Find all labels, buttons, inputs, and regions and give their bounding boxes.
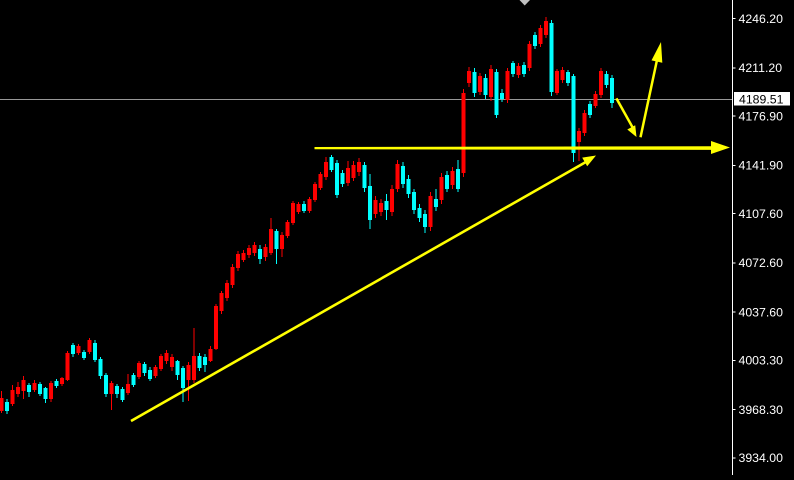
svg-text:3968.30: 3968.30	[739, 403, 784, 417]
svg-text:4003.30: 4003.30	[739, 354, 784, 368]
svg-text:4141.90: 4141.90	[739, 159, 784, 173]
svg-text:4211.20: 4211.20	[739, 61, 783, 75]
svg-text:4189.51: 4189.51	[739, 92, 784, 106]
svg-text:4072.60: 4072.60	[739, 256, 784, 270]
svg-text:4107.60: 4107.60	[739, 207, 784, 221]
svg-text:4037.60: 4037.60	[739, 305, 784, 319]
svg-text:4246.20: 4246.20	[739, 12, 784, 26]
svg-text:3934.00: 3934.00	[739, 451, 784, 465]
svg-text:4176.90: 4176.90	[739, 110, 784, 124]
